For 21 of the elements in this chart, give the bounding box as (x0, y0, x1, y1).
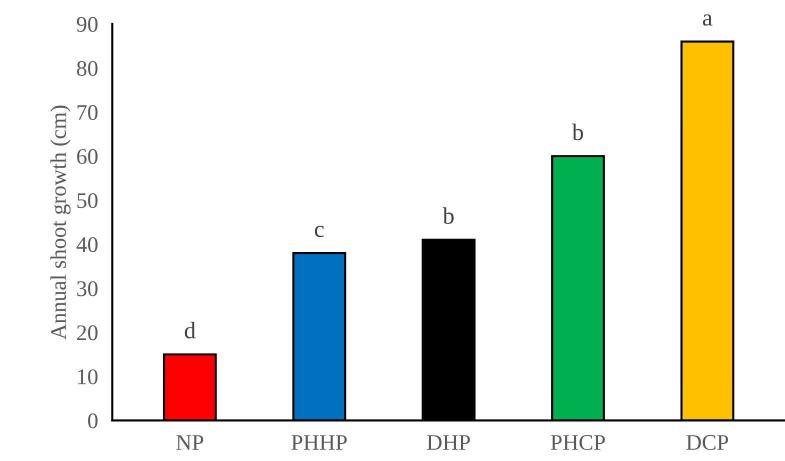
annotation: d (184, 322, 196, 338)
annotation: a (702, 14, 712, 26)
y-tick-label: 10 (78, 369, 98, 384)
y-tick-label: 0 (88, 413, 98, 428)
y-tick-label: 40 (76, 237, 98, 252)
y-tick-label: 70 (78, 105, 98, 120)
y-tick-label: 80 (76, 60, 98, 76)
annotation: b (572, 124, 584, 140)
y-tick-label: 60 (77, 149, 98, 164)
annotation: c (314, 226, 324, 238)
x-tick-label: DHP (427, 435, 470, 450)
annotation: b (442, 207, 454, 224)
y-tick-label: 20 (77, 325, 98, 340)
y-axis-title: Annual shoot growth (cm) (50, 106, 71, 340)
y-tick-label: 30 (77, 281, 98, 296)
x-tick-label: DCP (686, 435, 728, 450)
y-tick-label: 50 (77, 193, 98, 208)
x-tick-label: PHCP (550, 435, 605, 450)
y-tick-label: 90 (76, 16, 98, 32)
x-tick-label: NP (176, 435, 204, 450)
x-tick-label: PHHP (291, 435, 347, 450)
